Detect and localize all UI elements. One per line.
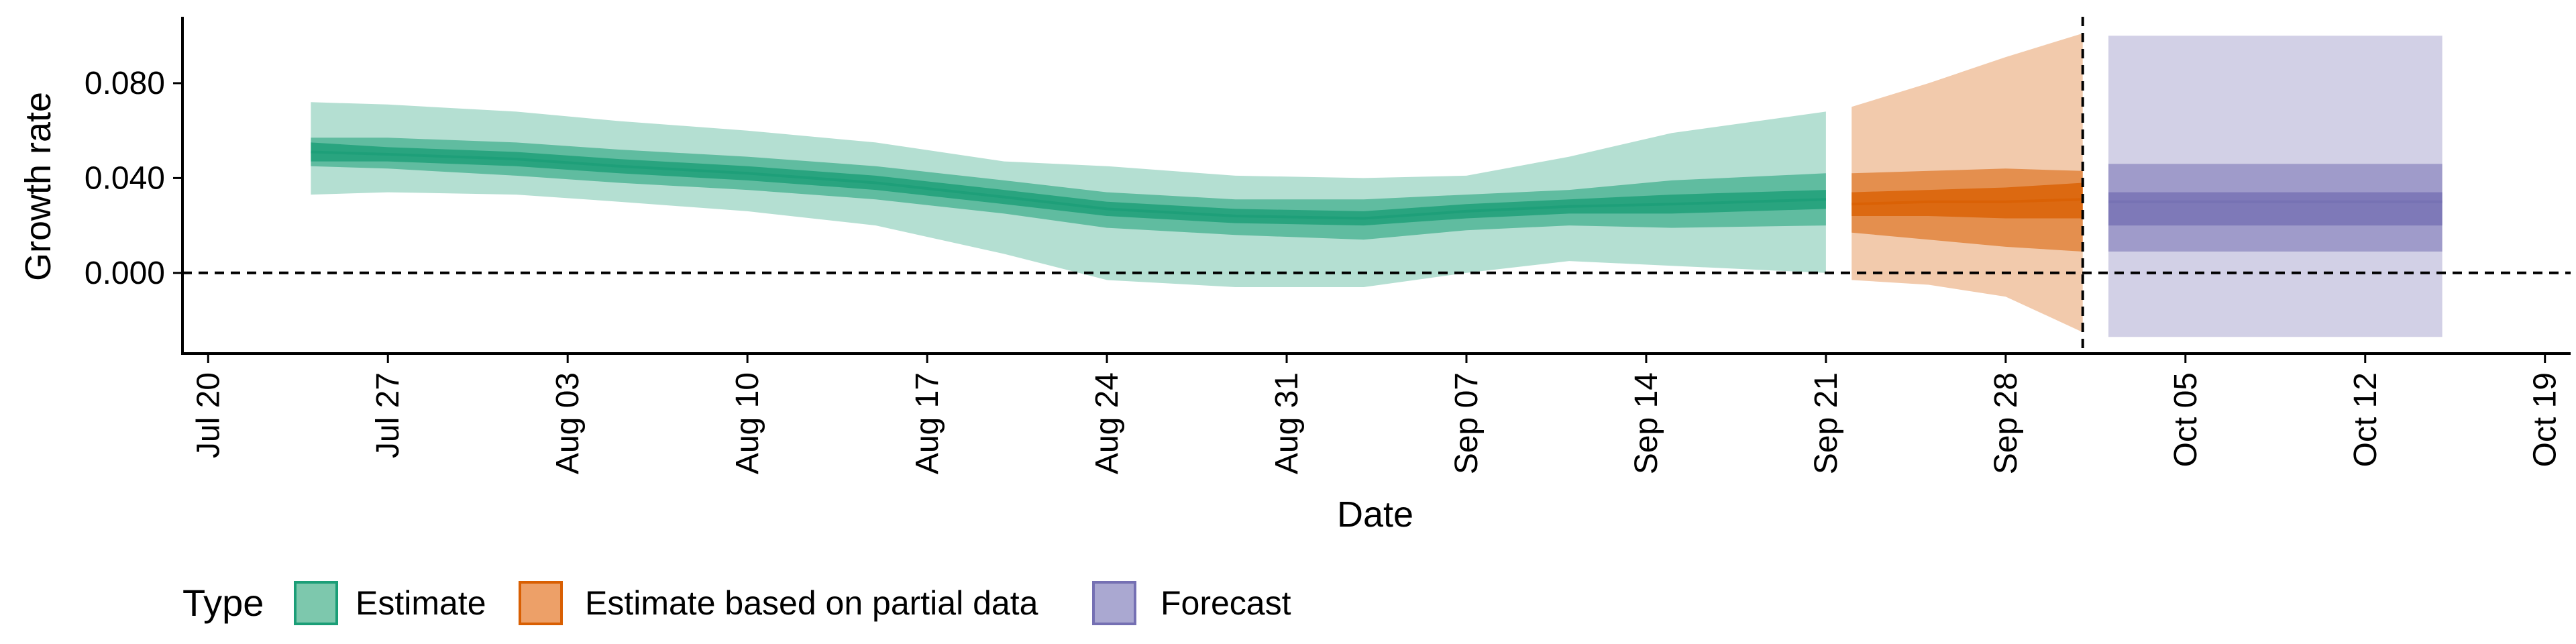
legend-label-estimate: Estimate	[356, 584, 486, 622]
estimate-median-line	[311, 150, 1826, 220]
legend-key-estimate-based-on-partial-data	[519, 581, 563, 625]
y-axis-title: Growth rate	[18, 92, 58, 281]
x-tick-label: Aug 17	[910, 372, 945, 474]
x-tick-label: Sep 21	[1809, 372, 1844, 474]
x-tick-label: Jul 27	[370, 372, 406, 458]
y-tick-label: 0.000	[85, 256, 165, 291]
legend-label-forecast: Forecast	[1161, 584, 1291, 622]
estimate-band-50	[311, 142, 1826, 226]
ribbons	[311, 33, 2443, 337]
estimate-based-on-partial-data-median-line	[1851, 198, 2083, 206]
x-tick-label: Sep 07	[1449, 372, 1485, 474]
x-tick-label: Oct 12	[2348, 372, 2383, 467]
forecast-band-50	[2108, 192, 2443, 226]
legend-label-estimate-based-on-partial-data: Estimate based on partial data	[585, 584, 1038, 622]
y-tick-label: 0.080	[85, 66, 165, 101]
legend-key-forecast	[1092, 581, 1136, 625]
axes: 0.000 0.040 0.080 Jul 20 Jul 27 Aug 03 Aug 10 A…	[85, 17, 2571, 474]
median-lines	[311, 150, 2443, 220]
x-tick-label: Sep 14	[1629, 372, 1664, 474]
y-tick-label: 0.040	[85, 160, 165, 196]
x-tick-label: Sep 28	[1988, 372, 2024, 474]
legend-key-estimate	[294, 581, 338, 625]
x-tick-label: Aug 03	[550, 372, 586, 474]
x-axis-title: Date	[1337, 494, 1413, 535]
legend: Type Estimate Estimate based on partial d…	[182, 581, 1291, 625]
x-tick-label: Jul 20	[191, 372, 226, 458]
x-tick-label: Aug 24	[1089, 372, 1125, 474]
x-tick-label: Oct 19	[2528, 372, 2563, 467]
reference-lines	[182, 17, 2571, 354]
x-tick-label: Oct 05	[2168, 372, 2204, 467]
x-tick-label: Aug 31	[1269, 372, 1305, 474]
legend-title: Type	[182, 582, 264, 624]
x-tick-label: Aug 10	[730, 372, 765, 474]
